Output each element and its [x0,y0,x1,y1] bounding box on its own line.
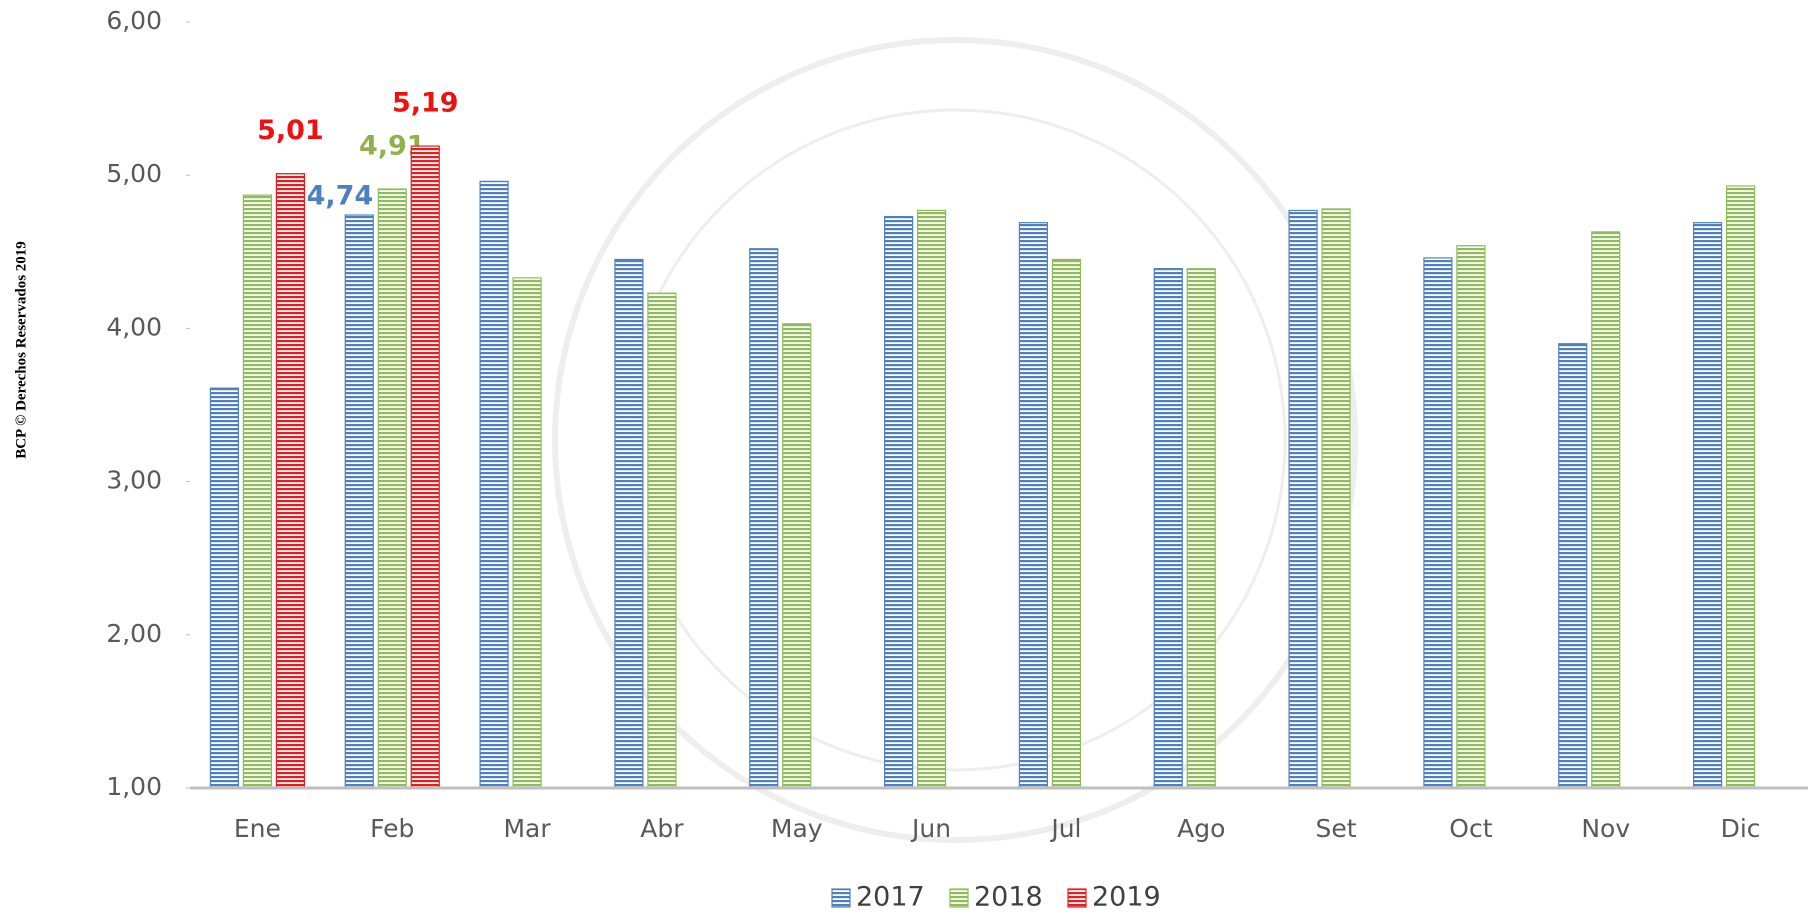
bar [749,248,779,789]
y-tick-label: 6,00 [106,6,162,35]
bar [647,292,677,789]
bar [209,387,240,789]
bar [1186,268,1216,789]
x-tick-label: Mar [503,814,551,843]
bar [242,194,273,789]
bar [1288,209,1318,789]
data-label: 5,19 [392,88,459,119]
bar [916,209,947,789]
x-tick-label: Nov [1581,814,1630,843]
legend-swatch [831,888,851,908]
y-tick-label: 1,00 [106,772,162,801]
bar [1456,245,1486,789]
bar [1591,231,1621,789]
legend-label: 2017 [856,882,925,913]
x-tick-label: Jul [1049,814,1081,843]
x-tick-label: Jun [910,814,951,843]
side-note: BCP © Derechos Reservados 2019 [13,241,29,459]
x-tick-label: Oct [1449,814,1492,843]
bar [1692,222,1723,789]
x-tick-label: Feb [370,814,414,843]
y-tick-label: 3,00 [106,466,162,495]
bar [1725,185,1756,789]
x-tick-label: Ago [1177,814,1225,843]
bar [377,188,407,789]
legend-label: 2018 [974,882,1043,913]
bar [782,323,812,789]
bar [1558,343,1588,789]
legend-swatch [949,888,969,908]
legend-swatch [1067,888,1087,908]
x-tick-label: May [771,814,823,843]
y-tick-label: 4,00 [106,312,162,341]
x-tick-label: Set [1316,814,1357,843]
bar [1423,257,1453,789]
x-tick-label: Ene [234,814,281,843]
bar [410,145,440,789]
legend-label: 2019 [1092,882,1161,913]
data-label: 5,01 [257,115,324,146]
x-tick-label: Abr [640,814,684,843]
bar [344,214,374,789]
bar [1321,208,1351,789]
y-tick-label: 2,00 [106,619,162,648]
bar [275,173,306,789]
bar [883,215,914,789]
data-label: 4,74 [307,181,374,212]
bar [1153,268,1183,789]
bar [1018,222,1049,789]
x-tick-label: Dic [1721,814,1761,843]
bar [479,180,509,789]
y-tick-label: 5,00 [106,159,162,188]
bar [614,258,644,789]
bar [1051,258,1082,789]
bar [512,277,542,789]
